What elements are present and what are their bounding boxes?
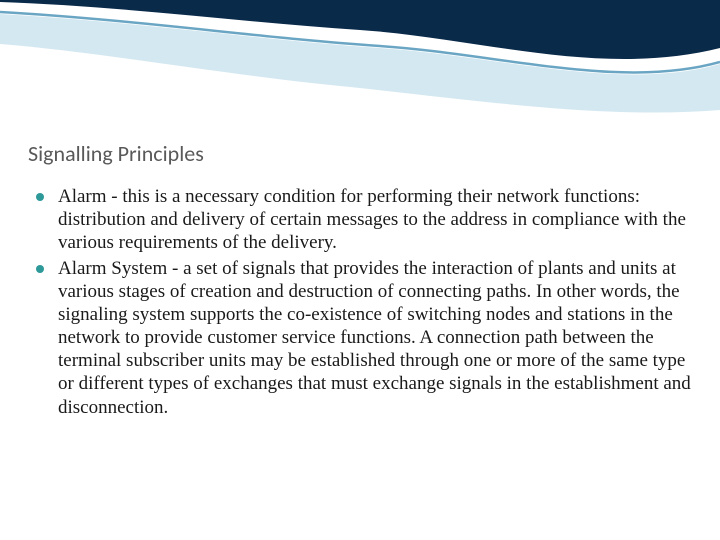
bullet-list: Alarm - this is a necessary condition fo… [28, 185, 692, 419]
slide-title: Signalling Principles [28, 140, 692, 167]
list-item: Alarm - this is a necessary condition fo… [36, 185, 692, 255]
slide-content: Signalling Principles Alarm - this is a … [28, 140, 692, 421]
list-item: Alarm System - a set of signals that pro… [36, 257, 692, 419]
wave-svg [0, 0, 720, 130]
header-wave-decoration [0, 0, 720, 130]
